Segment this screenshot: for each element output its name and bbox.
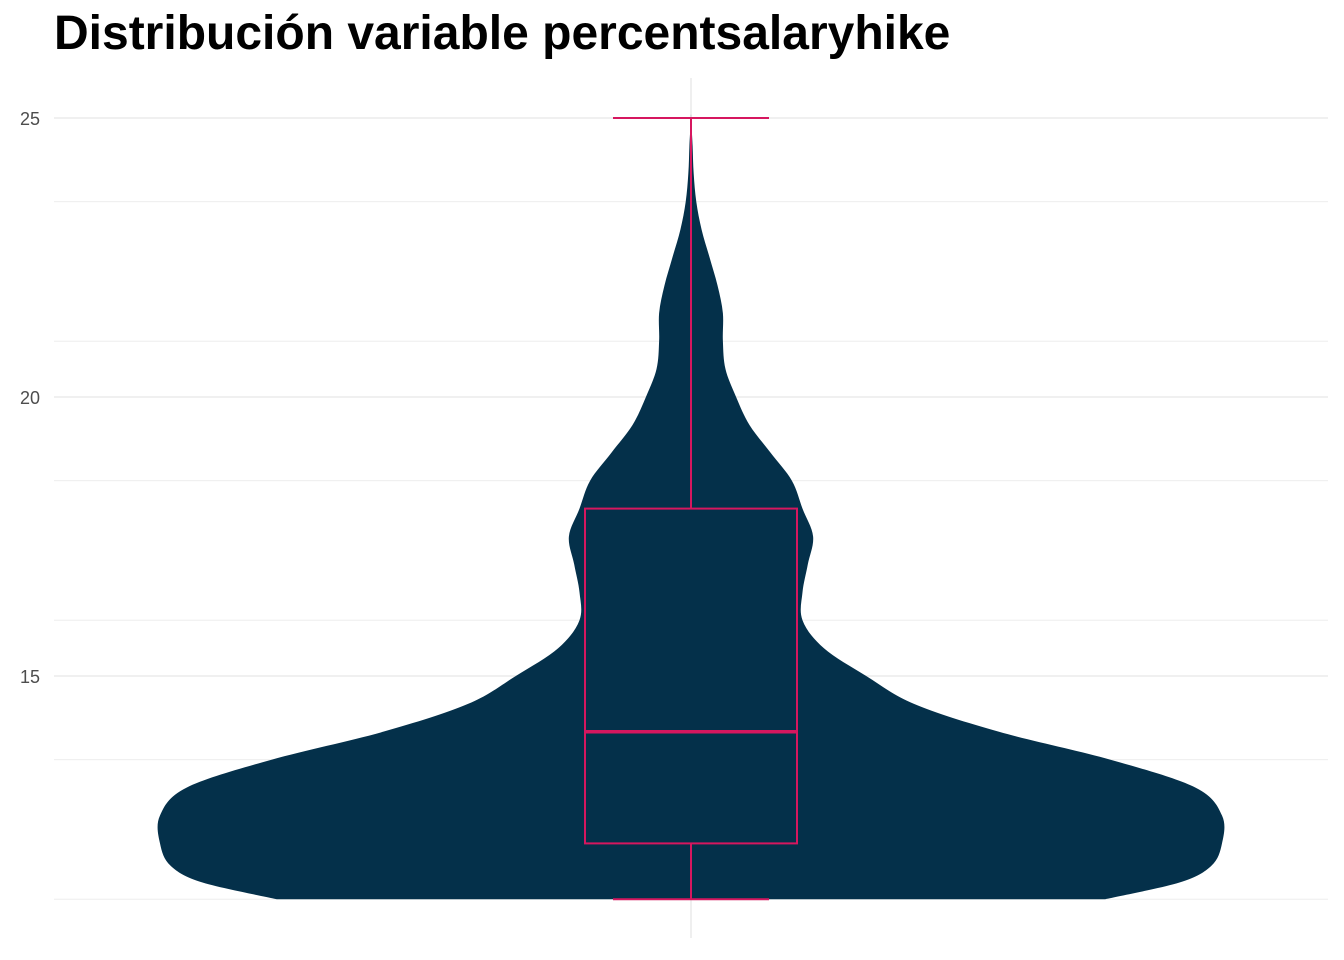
y-tick-label: 15 xyxy=(20,667,40,687)
iqr-box xyxy=(584,507,798,845)
chart-title: Distribución variable percentsalaryhike xyxy=(54,7,951,60)
y-tick-label: 25 xyxy=(20,109,40,129)
y-tick-label: 20 xyxy=(20,388,40,408)
